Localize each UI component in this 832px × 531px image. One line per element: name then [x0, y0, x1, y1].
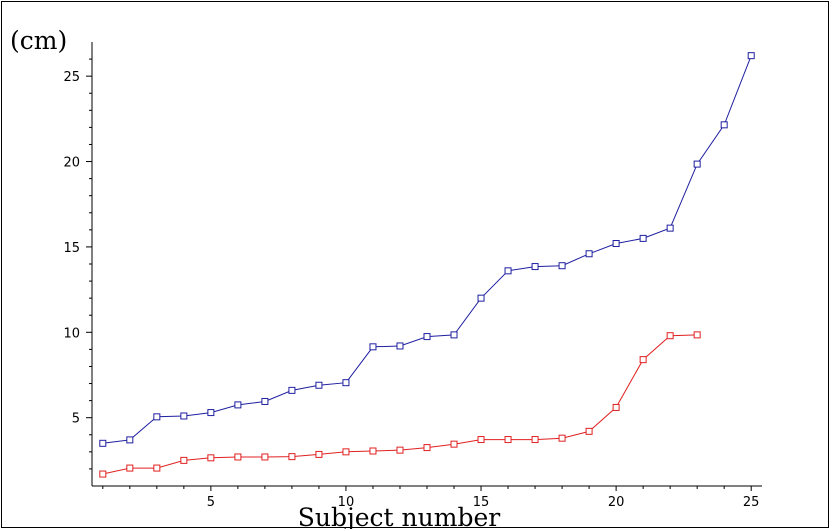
data-point: [423, 444, 431, 452]
data-point: [450, 440, 458, 448]
x-tick-label: 5: [207, 495, 215, 510]
data-point: [558, 262, 566, 270]
data-point: [180, 456, 188, 464]
y-tick-label: 25: [63, 70, 80, 85]
y-tick-label: 20: [63, 156, 80, 171]
ticks: 5 10 15 20 25 5 10 15 20 25: [63, 58, 760, 510]
data-point: [126, 464, 134, 472]
data-point: [369, 447, 377, 455]
data-point: [558, 434, 566, 442]
data-point: [477, 436, 485, 444]
series-2: [99, 331, 701, 478]
data-point: [315, 450, 323, 458]
data-point: [504, 436, 512, 444]
data-point: [99, 439, 107, 447]
data-point: [153, 464, 161, 472]
y-tick-label: 5: [72, 412, 80, 427]
data-point: [585, 250, 593, 258]
data-point: [207, 454, 215, 462]
data-point: [693, 331, 701, 339]
data-point: [234, 401, 242, 409]
data-point: [396, 446, 404, 454]
data-point: [261, 453, 269, 461]
data-point: [612, 403, 620, 411]
series-line: [102, 55, 752, 444]
data-point: [504, 267, 512, 275]
x-tick-label: 20: [608, 495, 625, 510]
data-point: [450, 331, 458, 339]
series-layer: [99, 52, 755, 478]
data-point: [261, 397, 269, 405]
data-point: [315, 381, 323, 389]
data-point: [585, 427, 593, 435]
data-point: [99, 470, 107, 478]
data-point: [531, 436, 539, 444]
data-point: [612, 240, 620, 248]
x-tick-label: 10: [338, 495, 355, 510]
y-axis-label: (cm): [10, 26, 67, 55]
data-point: [180, 412, 188, 420]
data-point: [342, 448, 350, 456]
x-tick-label: 25: [743, 495, 760, 510]
series-1: [99, 52, 755, 447]
data-point: [288, 386, 296, 394]
x-tick-label: 15: [473, 495, 490, 510]
x-axis-label: Subject number: [298, 503, 500, 529]
data-point: [288, 453, 296, 461]
data-point: [126, 436, 134, 444]
data-point: [234, 453, 242, 461]
data-point: [666, 332, 674, 340]
data-point: [342, 379, 350, 387]
data-point: [639, 356, 647, 364]
data-point: [477, 294, 485, 302]
axes: [91, 42, 762, 487]
data-point: [153, 413, 161, 421]
data-point: [666, 224, 674, 232]
y-tick-label: 10: [63, 326, 80, 341]
data-point: [423, 333, 431, 341]
data-point: [396, 342, 404, 350]
y-tick-label: 15: [63, 241, 80, 256]
data-point: [747, 52, 755, 60]
data-point: [639, 234, 647, 242]
data-point: [693, 160, 701, 168]
data-point: [207, 409, 215, 417]
data-point: [369, 343, 377, 351]
data-point: [720, 121, 728, 129]
data-point: [531, 263, 539, 271]
